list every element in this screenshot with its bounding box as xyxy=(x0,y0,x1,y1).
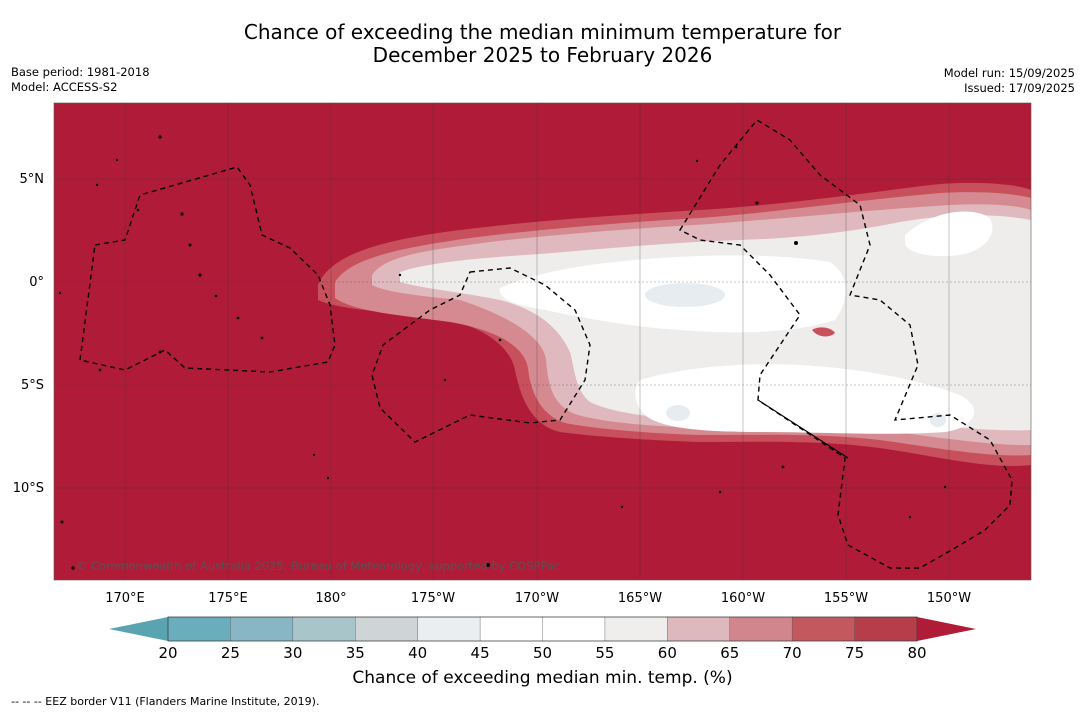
latitude-labels: 5°N 0° 5°S 10°S xyxy=(13,172,44,496)
eez-kiribati-gilbert xyxy=(79,166,336,373)
colorbar-tick-label: 50 xyxy=(533,644,552,662)
colorbar-over-arrow xyxy=(917,617,976,641)
colorbar-tick-label: 55 xyxy=(595,644,614,662)
eez-separator-line xyxy=(757,399,849,459)
lon-label: 150°W xyxy=(927,591,971,606)
eez-borders xyxy=(79,119,1013,569)
colorbar-tick-label: 25 xyxy=(221,644,240,662)
colorbar-segment xyxy=(167,616,232,642)
title-line-1: Chance of exceeding the median minimum t… xyxy=(243,20,842,44)
model-name: Model: ACCESS-S2 xyxy=(11,80,118,94)
colorbar-tick-label: 75 xyxy=(845,644,864,662)
colorbar-segment xyxy=(791,616,856,642)
colorbar-label: Chance of exceeding median min. temp. (%… xyxy=(352,668,733,688)
colorbar-segment xyxy=(667,616,731,642)
colorbar-tick-label: 30 xyxy=(283,644,302,662)
graticule xyxy=(54,103,1031,580)
title-line-2: December 2025 to February 2026 xyxy=(372,43,713,67)
colorbar-segment xyxy=(292,616,356,642)
colorbar-segment xyxy=(729,616,793,642)
eez-kiribati-phoenix xyxy=(371,267,591,443)
low-probability-patch-3 xyxy=(930,413,946,427)
lon-label: 160°W xyxy=(721,591,765,606)
colorbar-segments xyxy=(167,616,918,642)
page-title: Chance of exceeding the median minimum t… xyxy=(0,21,1085,67)
colorbar-segment xyxy=(417,616,481,642)
lon-label: 155°W xyxy=(824,591,868,606)
low-probability-patch-1 xyxy=(645,283,725,307)
base-period: Base period: 1981-2018 xyxy=(11,65,150,79)
high-probability-patch xyxy=(812,327,835,337)
issued-date: Issued: 17/09/2025 xyxy=(964,81,1075,95)
lon-label: 170°W xyxy=(515,591,559,606)
map-frame xyxy=(53,102,1032,581)
longitude-labels: 170°E 175°E 180° 175°W 170°W 165°W 160°W… xyxy=(105,591,971,606)
colorbar-segment xyxy=(542,616,606,642)
colorbar-segment xyxy=(854,616,918,642)
colorbar-segment xyxy=(604,616,669,642)
colorbar-tick-label: 65 xyxy=(720,644,739,662)
colorbar-tick-label: 80 xyxy=(907,644,926,662)
colorbar-under-arrow xyxy=(109,617,168,641)
colorbar-segment xyxy=(230,616,294,642)
colorbar-tick-label: 20 xyxy=(158,644,177,662)
low-probability-patch-2 xyxy=(666,405,690,421)
colorbar-segment xyxy=(479,616,544,642)
field-band-85-south xyxy=(635,364,975,434)
lon-label: 165°W xyxy=(618,591,662,606)
meta-left: Base period: 1981-2018 Model: ACCESS-S2 xyxy=(11,65,150,95)
copyright-notice: © Commonwealth of Australia 2025, Bureau… xyxy=(76,559,560,573)
lat-label: 10°S xyxy=(13,481,44,496)
colorbar: 20 25 30 35 40 45 50 55 60 65 70 75 80 xyxy=(109,616,976,662)
lon-label: 175°E xyxy=(208,591,248,606)
colorbar-frame xyxy=(167,616,918,642)
lat-label: 0° xyxy=(29,275,44,290)
lon-label: 170°E xyxy=(105,591,145,606)
colorbar-tick-label: 35 xyxy=(346,644,365,662)
lat-label: 5°N xyxy=(20,172,45,187)
colorbar-tick-label: 45 xyxy=(471,644,490,662)
lon-label: 180° xyxy=(315,591,346,606)
colorbar-segment xyxy=(355,616,419,642)
model-run: Model run: 15/09/2025 xyxy=(943,66,1075,80)
field-band-85-east xyxy=(905,211,993,257)
map-panel: © Commonwealth of Australia 2025, Bureau… xyxy=(54,103,1031,580)
lon-label: 175°W xyxy=(411,591,455,606)
colorbar-tick-label: 40 xyxy=(408,644,427,662)
lat-label: 5°S xyxy=(21,378,44,393)
colorbar-tick-label: 70 xyxy=(783,644,802,662)
colorbar-tick-label: 60 xyxy=(658,644,677,662)
meta-right: Model run: 15/09/2025 Issued: 17/09/2025 xyxy=(944,66,1075,96)
eez-footnote: -- -- -- EEZ border V11 (Flanders Marine… xyxy=(11,695,320,708)
colorbar-ticks: 20 25 30 35 40 45 50 55 60 65 70 75 80 xyxy=(158,644,926,662)
islands xyxy=(58,135,947,570)
